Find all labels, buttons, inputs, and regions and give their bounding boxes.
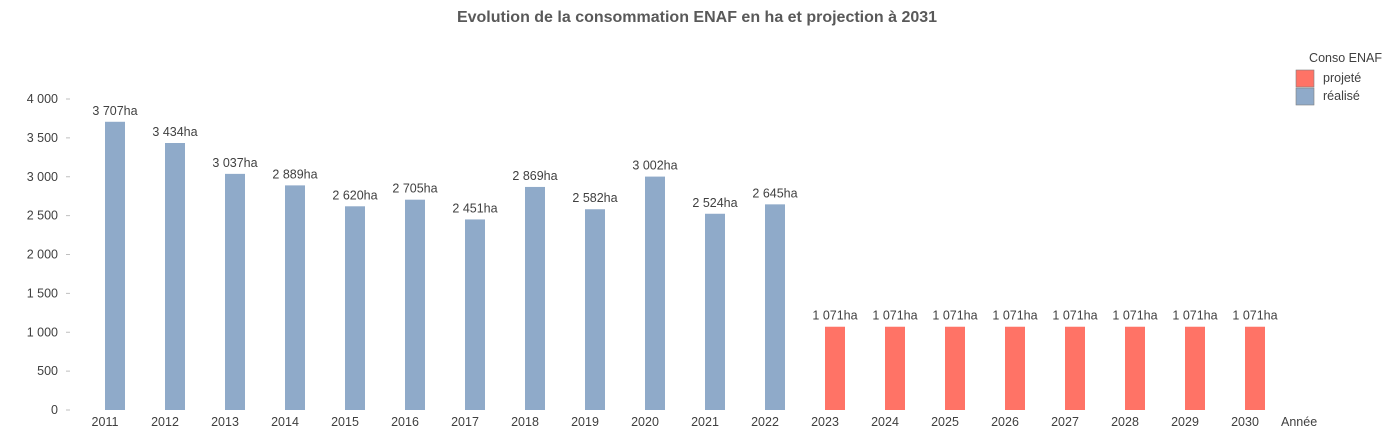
data-label: 1 071ha [992,309,1037,323]
y-axis: 0 500 1 000 1 500 2 000 2 500 3 000 3 500 4 000 [27,92,70,417]
y-tick-label: 2 500 [27,209,58,223]
y-tick-label: 0 [51,403,58,417]
legend-swatch-réalisé [1295,87,1315,106]
data-label: 2 620ha [332,188,377,202]
data-labels: 1 071ha 1 071ha 1 071ha 1 071ha 1 071ha 1 071… [92,104,1277,323]
y-tick-label: 4 000 [27,92,58,106]
data-label: 3 037ha [212,156,257,170]
bar-projeté [1065,326,1085,410]
bar-projeté [1005,326,1025,410]
x-tick-label: 2017 [451,415,479,429]
bars [105,121,1265,410]
x-tick-label: 2024 [871,415,899,429]
bar-réalisé [345,206,365,410]
bar-réalisé [165,143,185,410]
bar-réalisé [465,219,485,410]
bar-projeté [1185,326,1205,410]
legend-title: Conso ENAF [1309,51,1382,65]
data-label: 2 869ha [512,169,557,183]
data-label: 2 645ha [752,186,797,200]
x-axis-label: Année [1281,415,1317,429]
bar-projeté [945,326,965,410]
bar-réalisé [645,176,665,410]
bar-réalisé [705,213,725,410]
data-label: 2 582ha [572,191,617,205]
x-tick-label: 2022 [751,415,779,429]
bar-réalisé [405,199,425,410]
data-label: 2 451ha [452,201,497,215]
x-tick-label: 2026 [991,415,1019,429]
y-tick-label: 3 500 [27,131,58,145]
x-tick-label: 2020 [631,415,659,429]
x-tick-label: 2023 [811,415,839,429]
bar-réalisé [585,209,605,410]
legend: Conso ENAF projeté réalisé [1295,51,1382,106]
data-label: 1 071ha [1232,309,1277,323]
data-label: 2 889ha [272,167,317,181]
x-tick-label: 2012 [151,415,179,429]
x-tick-label: 2028 [1111,415,1139,429]
y-tick-label: 3 000 [27,170,58,184]
data-label: 1 071ha [1172,309,1217,323]
legend-label: réalisé [1323,89,1360,103]
bar-réalisé [105,121,125,410]
x-tick-label: 2013 [211,415,239,429]
y-tick-label: 500 [37,364,58,378]
data-label: 1 071ha [932,309,977,323]
chart-title: Evolution de la consommation ENAF en ha … [457,9,937,26]
x-tick-label: 2021 [691,415,719,429]
x-axis: 2011 2012 2013 2014 2015 2016 2017 2018 2019 2020… [92,415,1259,429]
data-label: 1 071ha [872,309,917,323]
x-tick-label: 2014 [271,415,299,429]
data-label: 1 071ha [1112,309,1157,323]
legend-swatch-projeté [1295,69,1315,88]
data-label: 1 071ha [1052,309,1097,323]
legend-label: projeté [1323,71,1361,85]
data-label: 1 071ha [812,309,857,323]
y-tick-label: 1 000 [27,325,58,339]
bar-projeté [825,326,845,410]
data-label: 3 002ha [632,159,677,173]
y-tick-label: 2 000 [27,248,58,262]
x-tick-label: 2029 [1171,415,1199,429]
bar-réalisé [525,186,545,410]
data-label: 3 707ha [92,104,137,118]
y-tick-label: 1 500 [27,286,58,300]
bar-projeté [1125,326,1145,410]
x-tick-label: 2018 [511,415,539,429]
x-tick-label: 2030 [1231,415,1259,429]
bar-réalisé [765,204,785,410]
x-tick-label: 2016 [391,415,419,429]
x-tick-label: 2011 [92,415,119,429]
bar-réalisé [285,185,305,410]
bar-projeté [1245,326,1265,410]
data-label: 2 524ha [692,196,737,210]
x-tick-label: 2019 [571,415,599,429]
data-label: 3 434ha [152,125,197,139]
data-label: 2 705ha [392,182,437,196]
bar-projeté [885,326,905,410]
x-tick-label: 2027 [1051,415,1079,429]
x-tick-label: 2015 [331,415,359,429]
x-tick-label: 2025 [931,415,959,429]
bar-réalisé [225,173,245,410]
